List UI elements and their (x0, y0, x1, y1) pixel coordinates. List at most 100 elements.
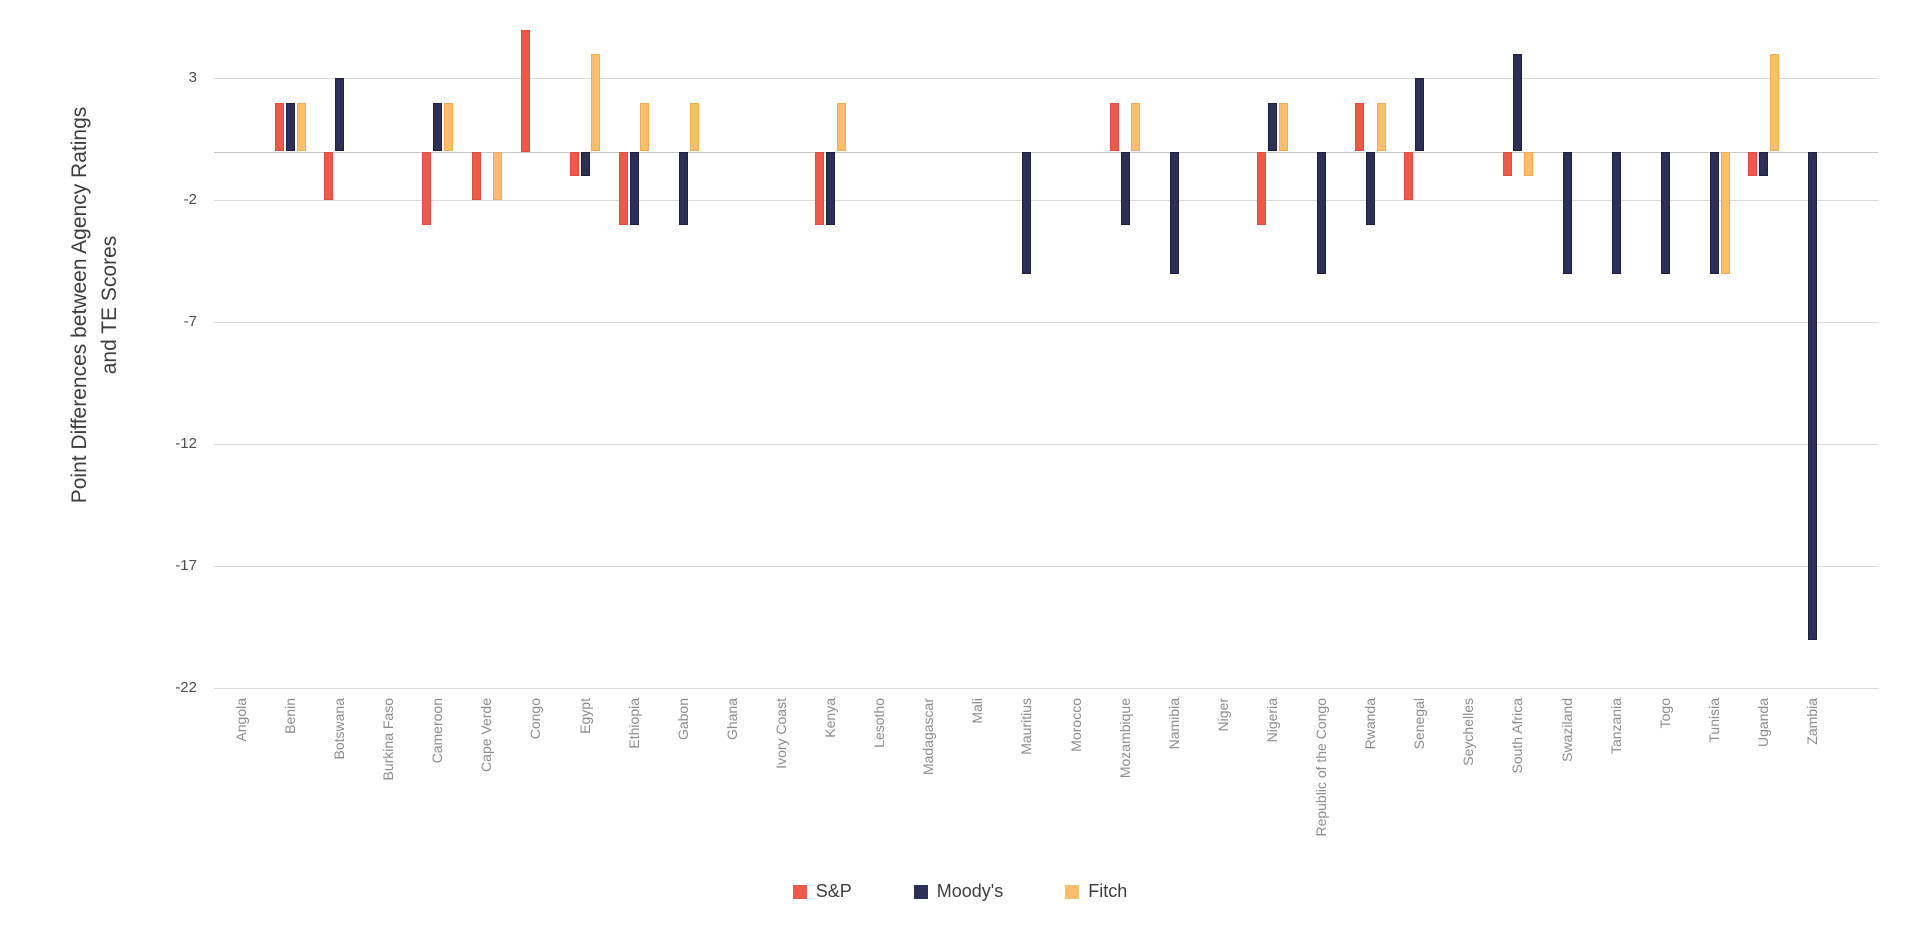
x-label-zambia: Zambia (1804, 698, 1820, 745)
x-label-ethiopia: Ethiopia (625, 698, 642, 749)
bar-moody-s-uganda (1758, 151, 1768, 176)
bar-fitch-gabon (689, 102, 699, 152)
x-label-burkina-faso: Burkina Faso (380, 698, 397, 781)
x-label-seychelles: Seychelles (1460, 698, 1477, 766)
x-label-namibia: Namibia (1165, 698, 1182, 750)
legend: S&P Moody's Fitch (0, 881, 1920, 902)
gridline-0-baseline (214, 151, 1878, 153)
gridline--7 (214, 322, 1878, 324)
legend-label-moody-s: Moody's (936, 881, 1004, 901)
bar-fitch-rwanda (1376, 102, 1386, 152)
bar-moody-s-tunisia (1709, 151, 1719, 274)
x-label-nigeria: Nigeria (1263, 698, 1280, 743)
bar-moody-s-zambia (1808, 151, 1817, 640)
bar-s-p-botswana (324, 151, 334, 201)
x-label-mauritius: Mauritius (1018, 698, 1035, 755)
x-label-lesotho: Lesotho (871, 698, 888, 748)
x-label-morocco: Morocco (1067, 698, 1084, 752)
gridline-3 (214, 78, 1878, 80)
x-label-gabon: Gabon (674, 698, 691, 741)
bar-fitch-kenya (836, 102, 846, 152)
y-axis-title-line-2: and TE Scores (98, 235, 121, 375)
bar-s-p-cape-verde (471, 151, 481, 201)
bar-moody-s-mauritius (1022, 151, 1032, 274)
x-label-congo: Congo (527, 698, 544, 740)
x-label-mozambique: Mozambique (1116, 698, 1133, 779)
bar-fitch-ethiopia (640, 102, 650, 152)
y-tick-label--22: -22 (175, 679, 197, 697)
x-label-cape-verde: Cape Verde (478, 698, 495, 772)
legend-item-moody-s: Moody's (913, 881, 1004, 902)
legend-item-s-p: S&P (792, 881, 852, 902)
gridline--12 (214, 444, 1878, 446)
bar-moody-s-cameroon (433, 102, 443, 152)
bar-moody-s-benin (285, 102, 295, 152)
x-label-ghana: Ghana (723, 698, 740, 741)
bar-fitch-tunisia (1720, 151, 1730, 274)
x-label-benin: Benin (281, 698, 298, 734)
bar-s-p-senegal (1404, 151, 1414, 201)
bar-s-p-cameroon (422, 151, 432, 225)
bar-moody-s-swaziland (1562, 151, 1572, 274)
bar-s-p-uganda (1748, 151, 1758, 176)
x-label-angola: Angola (232, 698, 249, 742)
bar-moody-s-mozambique (1120, 151, 1130, 225)
bar-s-p-congo (520, 29, 530, 152)
bar-moody-s-namibia (1169, 151, 1179, 274)
legend-label-s-p: S&P (815, 881, 852, 901)
y-tick-label--17: -17 (175, 557, 197, 575)
bar-fitch-egypt (591, 53, 601, 152)
bar-moody-s-togo (1660, 151, 1670, 274)
bar-moody-s-nigeria (1267, 102, 1277, 152)
x-label-togo: Togo (1656, 698, 1673, 729)
y-axis-title-line-1: Point Differences between Agency Ratings (68, 106, 91, 504)
y-tick-label--7: -7 (183, 313, 197, 331)
bar-s-p-mozambique (1109, 102, 1119, 152)
x-label-egypt: Egypt (576, 698, 593, 734)
bar-fitch-nigeria (1278, 102, 1288, 152)
x-label-madagascar: Madagascar (920, 698, 937, 776)
x-label-south-africa: South Africa (1509, 698, 1526, 774)
gridline--17 (214, 566, 1878, 568)
x-label-rwanda: Rwanda (1362, 698, 1379, 750)
x-label-republic-of-the-congo: Republic of the Congo (1313, 698, 1329, 837)
bar-moody-s-kenya (826, 151, 835, 225)
x-label-tunisia: Tunisia (1705, 698, 1722, 743)
legend-label-fitch: Fitch (1088, 881, 1128, 901)
bar-moody-s-ethiopia (629, 151, 639, 225)
bar-fitch-benin (296, 102, 306, 152)
bar-fitch-mozambique (1131, 102, 1141, 152)
legend-swatch-fitch (1065, 884, 1080, 899)
legend-item-fitch: Fitch (1065, 881, 1127, 902)
bar-moody-s-senegal (1415, 78, 1425, 152)
legend-swatch-moody-s (913, 884, 928, 899)
x-label-niger: Niger (1214, 698, 1231, 732)
x-label-ivory-coast: Ivory Coast (772, 698, 789, 769)
y-tick-label-3: 3 (188, 69, 197, 87)
x-label-kenya: Kenya (822, 698, 838, 738)
x-label-cameroon: Cameroon (429, 698, 446, 764)
bar-fitch-uganda (1769, 53, 1779, 152)
x-label-mali: Mali (969, 698, 986, 724)
y-tick-label--12: -12 (175, 435, 197, 453)
bar-s-p-kenya (815, 151, 825, 225)
x-label-senegal: Senegal (1411, 698, 1428, 750)
bar-moody-s-rwanda (1366, 151, 1376, 225)
bar-moody-s-tanzania (1611, 151, 1621, 274)
bar-s-p-benin (275, 102, 285, 152)
x-label-uganda: Uganda (1754, 698, 1771, 748)
bar-s-p-ethiopia (618, 151, 628, 225)
legend-swatch-s-p (792, 884, 807, 899)
bar-moody-s-botswana (335, 78, 344, 152)
gridline--22 (214, 688, 1878, 690)
bar-fitch-south-africa (1524, 151, 1534, 176)
bar-fitch-cameroon (444, 102, 453, 152)
x-label-tanzania: Tanzania (1607, 698, 1624, 755)
bar-moody-s-egypt (580, 151, 590, 176)
bar-s-p-nigeria (1257, 151, 1267, 225)
bar-s-p-egypt (569, 151, 579, 176)
bar-fitch-cape-verde (493, 151, 503, 201)
x-label-botswana: Botswana (331, 698, 347, 760)
gridline--2 (214, 200, 1878, 202)
